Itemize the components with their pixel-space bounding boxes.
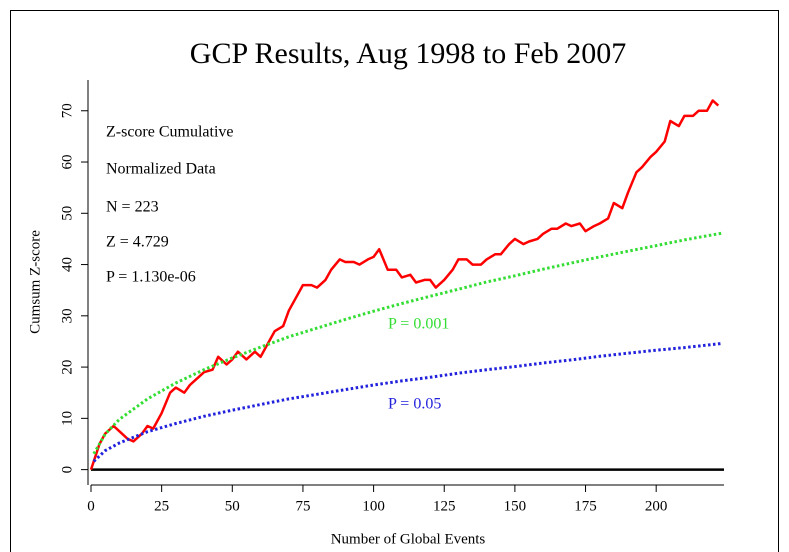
y-tick-label: 10 — [59, 411, 75, 426]
x-tick-label: 50 — [225, 498, 240, 514]
y-tick-label: 30 — [59, 308, 75, 323]
y-tick-label: 40 — [59, 257, 75, 272]
y-tick-label: 50 — [59, 206, 75, 221]
x-tick-label: 75 — [295, 498, 310, 514]
y-tick-label: 20 — [59, 360, 75, 375]
x-tick-label: 150 — [504, 498, 527, 514]
x-tick-label: 125 — [433, 498, 456, 514]
x-tick-label: 0 — [87, 498, 95, 514]
y-tick-label: 70 — [59, 103, 75, 118]
series-line — [92, 342, 722, 463]
chart-title: GCP Results, Aug 1998 to Feb 2007 — [190, 37, 626, 70]
annotation: Z-score Cumulative — [106, 124, 234, 141]
y-axis-label: Cumsum Z-score — [27, 230, 43, 334]
x-tick-label: 100 — [362, 498, 385, 514]
series-line — [92, 231, 722, 455]
annotation: Z = 4.729 — [106, 234, 169, 251]
annotation: N = 223 — [106, 199, 159, 216]
y-tick-label: 0 — [59, 466, 75, 474]
series-line — [89, 99, 720, 470]
annotation: P = 0.001 — [388, 316, 449, 333]
annotation: P = 0.05 — [388, 396, 441, 413]
frame — [10, 10, 779, 552]
x-tick-label: 175 — [574, 498, 597, 514]
x-axis-label: Number of Global Events — [331, 531, 486, 547]
y-tick-label: 60 — [59, 155, 75, 170]
annotation: P = 1.130e-06 — [106, 269, 196, 286]
annotation: Normalized Data — [106, 161, 216, 178]
x-tick-label: 25 — [154, 498, 169, 514]
x-tick-label: 200 — [645, 498, 668, 514]
